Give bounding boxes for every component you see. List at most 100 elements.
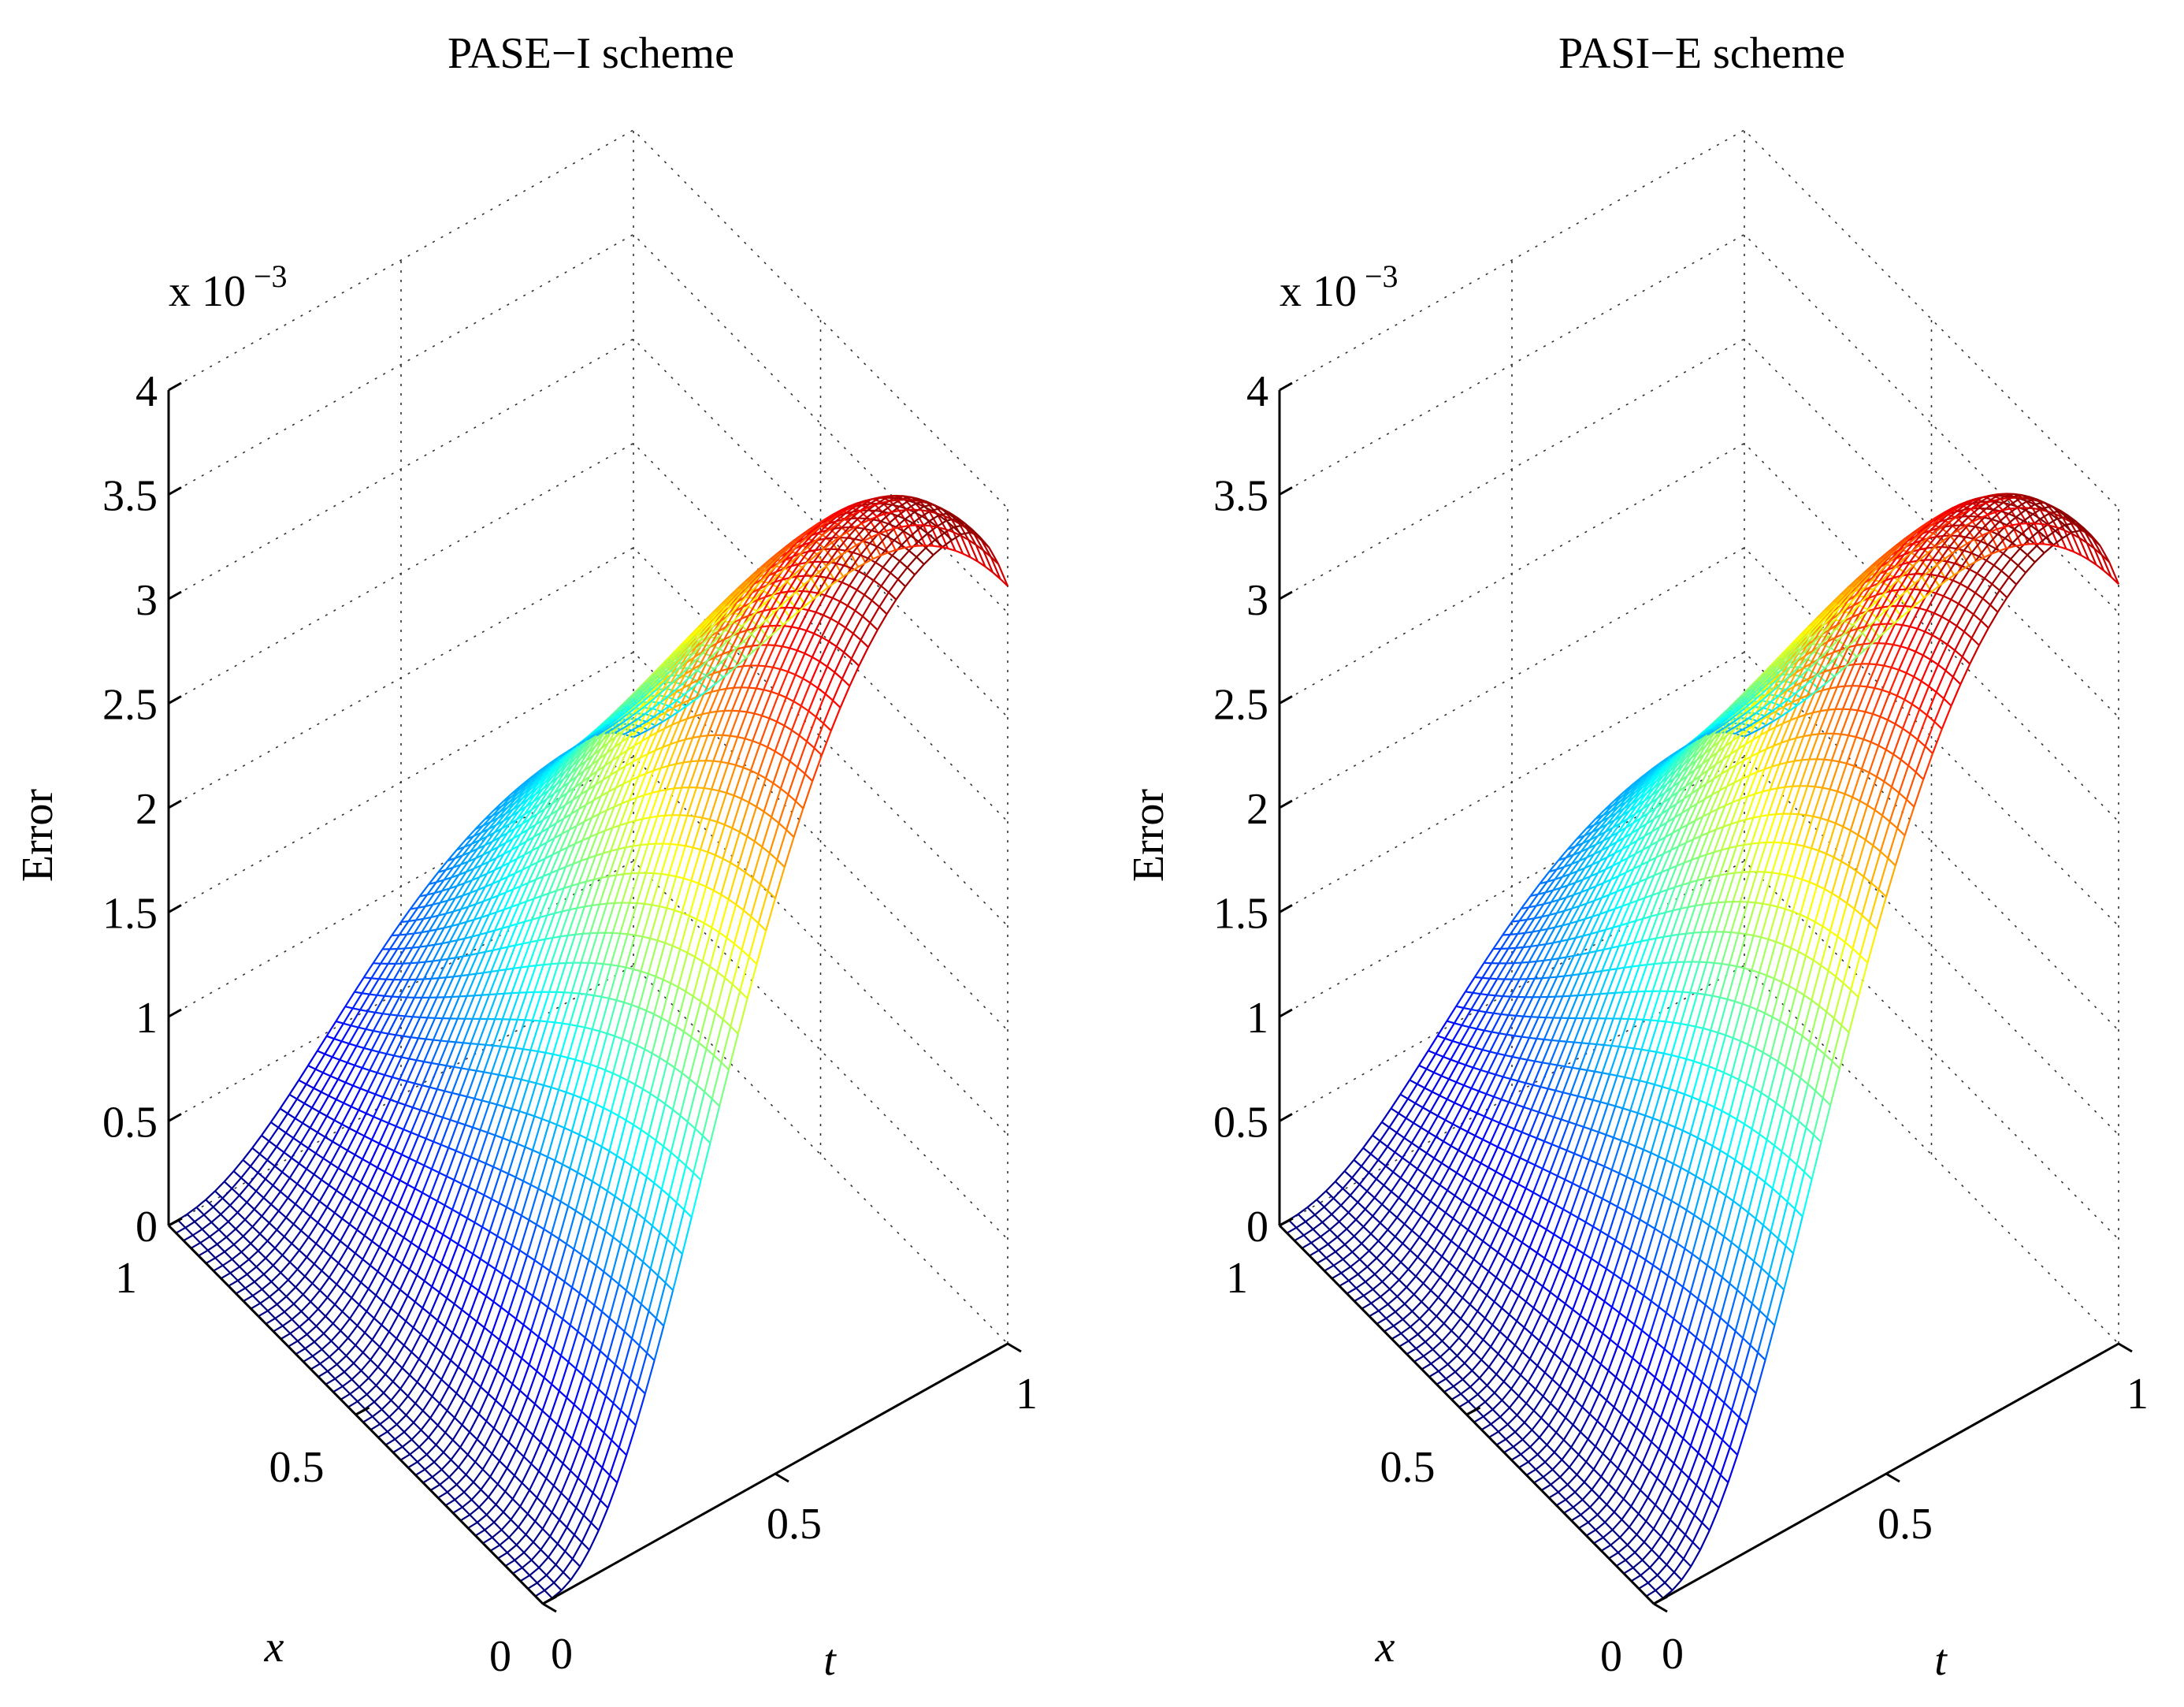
mesh-segment: [552, 1023, 563, 1055]
mesh-segment: [704, 1054, 715, 1092]
mesh-segment: [482, 841, 493, 856]
mesh-segment: [310, 1289, 321, 1303]
mesh-segment: [388, 1206, 399, 1228]
mesh-segment: [252, 1289, 263, 1296]
mesh-segment: [741, 592, 753, 608]
mesh-segment: [618, 1080, 629, 1117]
mesh-segment: [421, 917, 432, 933]
mesh-segment: [531, 991, 543, 1021]
mesh-segment: [440, 899, 448, 904]
mesh-segment: [466, 1321, 478, 1346]
mesh-segment: [525, 1520, 537, 1535]
mesh-segment: [440, 1459, 452, 1471]
mesh-segment: [638, 1170, 648, 1178]
mesh-segment: [456, 1096, 468, 1123]
mesh-segment: [491, 969, 499, 973]
mesh-segment: [469, 839, 481, 854]
mesh-segment: [764, 645, 776, 667]
mesh-segment: [503, 1498, 514, 1513]
mesh-segment: [887, 515, 899, 525]
mesh-segment: [366, 1028, 374, 1032]
mesh-segment: [383, 1381, 394, 1394]
mesh-segment: [418, 1112, 429, 1136]
mesh-segment: [450, 1359, 459, 1368]
mesh-segment: [752, 588, 760, 594]
mesh-segment: [560, 1355, 570, 1363]
mesh-segment: [588, 854, 596, 860]
mesh-segment: [505, 872, 516, 893]
mesh-segment: [407, 1274, 418, 1296]
mesh-segment: [534, 1520, 544, 1530]
mesh-segment: [540, 892, 550, 897]
mesh-segment: [674, 1245, 683, 1255]
mesh-segment: [354, 991, 362, 995]
mesh-segment: [231, 1188, 240, 1196]
mesh-segment: [371, 1049, 380, 1053]
mesh-segment: [345, 1252, 356, 1270]
mesh-segment: [253, 1197, 265, 1211]
mesh-segment: [636, 1177, 648, 1214]
mesh-segment: [646, 1176, 655, 1184]
mesh-segment: [593, 1107, 605, 1143]
mesh-segment: [528, 1051, 539, 1082]
mesh-segment: [759, 718, 771, 745]
mesh-segment: [302, 1122, 311, 1129]
mesh-segment: [629, 1041, 638, 1047]
mesh-segment: [538, 776, 548, 784]
mesh-segment: [588, 1100, 597, 1106]
mesh-segment: [451, 1068, 462, 1094]
mesh-segment: [765, 777, 774, 784]
mesh-segment: [644, 674, 654, 683]
mesh-segment: [577, 1299, 589, 1332]
mesh-segment: [636, 1010, 648, 1046]
mesh-segment: [742, 766, 752, 772]
mesh-segment: [315, 1228, 326, 1244]
mesh-segment: [366, 1211, 375, 1218]
mesh-segment: [485, 1268, 496, 1296]
mesh-segment: [663, 1109, 674, 1147]
mesh-segment: [693, 846, 701, 851]
mesh-segment: [618, 800, 630, 826]
mesh-segment: [622, 697, 631, 706]
mesh-segment: [377, 1353, 388, 1368]
mesh-segment: [347, 1337, 356, 1346]
mesh-segment: [646, 674, 656, 683]
mesh-segment: [587, 783, 596, 791]
mesh-segment: [402, 1438, 413, 1448]
mesh-segment: [265, 1317, 276, 1325]
mesh-segment: [597, 1191, 609, 1226]
mesh-segment: [774, 578, 782, 583]
mesh-segment: [774, 625, 786, 646]
mesh-segment: [395, 1104, 407, 1127]
mesh-segment: [598, 753, 607, 761]
mesh-segment: [514, 1552, 525, 1561]
mesh-segment: [753, 610, 764, 629]
mesh-segment: [344, 1371, 353, 1381]
mesh-segment: [566, 758, 575, 766]
mesh-segment: [529, 1489, 538, 1499]
mesh-segment: [514, 1019, 526, 1049]
mesh-segment: [416, 1274, 425, 1282]
mesh-segment: [574, 906, 585, 935]
mesh-segment: [384, 1258, 396, 1278]
mesh-segment: [990, 556, 1001, 579]
mesh-segment: [555, 1021, 563, 1025]
mesh-segment: [392, 1445, 403, 1453]
mesh-segment: [838, 622, 847, 629]
mesh-segment: [462, 935, 474, 958]
mesh-segment: [503, 992, 512, 995]
mesh-segment: [508, 903, 520, 927]
mesh-segment: [452, 854, 463, 868]
mesh-segment: [306, 1152, 317, 1170]
mesh-segment: [627, 820, 636, 824]
mesh-segment: [341, 1123, 350, 1129]
mesh-segment: [648, 973, 656, 978]
mesh-segment: [770, 668, 782, 693]
mesh-segment: [370, 1119, 382, 1140]
mesh-segment: [711, 761, 722, 790]
mesh-segment: [414, 1403, 424, 1411]
mesh-segment: [389, 1180, 401, 1203]
mesh-segment: [330, 1162, 339, 1170]
mesh-segment: [548, 809, 559, 828]
mesh-segment: [522, 941, 531, 945]
